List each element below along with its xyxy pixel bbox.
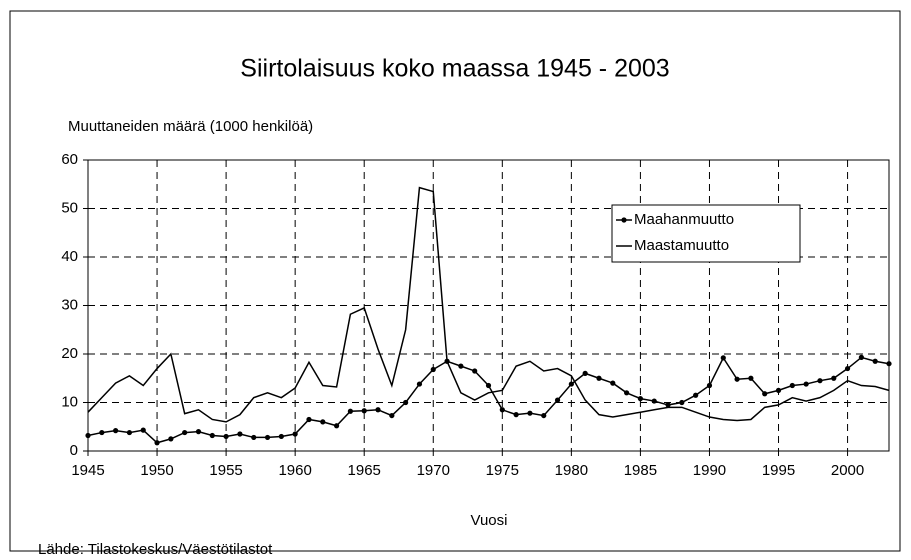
data-point bbox=[472, 368, 478, 374]
data-point bbox=[361, 408, 367, 414]
data-point bbox=[251, 434, 257, 441]
data-point bbox=[347, 408, 353, 414]
data-point bbox=[789, 382, 795, 389]
data-point bbox=[182, 429, 188, 436]
data-point bbox=[679, 399, 685, 406]
data-point bbox=[375, 407, 381, 413]
data-point bbox=[306, 416, 312, 423]
data-point bbox=[389, 412, 395, 419]
data-point bbox=[734, 376, 740, 382]
y-tick-label: 0 bbox=[70, 442, 78, 459]
data-point bbox=[292, 431, 298, 437]
frame bbox=[9, 10, 901, 552]
data-point bbox=[803, 381, 809, 387]
x-tick-label: 1955 bbox=[209, 462, 242, 479]
data-point bbox=[513, 412, 519, 418]
data-point bbox=[416, 381, 423, 387]
y-tick-label: 50 bbox=[61, 199, 78, 216]
x-tick-label: 1970 bbox=[417, 462, 450, 479]
data-point bbox=[195, 429, 202, 435]
data-point bbox=[844, 365, 851, 372]
data-point bbox=[278, 433, 284, 440]
data-point bbox=[610, 380, 616, 386]
data-point bbox=[154, 440, 160, 446]
data-point bbox=[858, 354, 864, 360]
data-point bbox=[499, 407, 505, 413]
data-point bbox=[237, 431, 243, 437]
data-point bbox=[554, 397, 561, 403]
y-tick-label: 60 bbox=[61, 151, 78, 168]
data-point bbox=[596, 375, 602, 381]
y-tick-label: 10 bbox=[61, 393, 78, 410]
data-point bbox=[403, 399, 409, 406]
series-line bbox=[87, 186, 890, 423]
data-point bbox=[665, 402, 671, 408]
data-point bbox=[320, 419, 326, 425]
x-tick-label: 1995 bbox=[762, 462, 795, 479]
data-point bbox=[458, 363, 464, 369]
legend-label: Maastamuutto bbox=[634, 237, 729, 254]
data-point bbox=[582, 370, 588, 376]
source: Lähde: Tilastokeskus/Väestötilastot bbox=[38, 541, 273, 558]
data-point bbox=[886, 361, 892, 367]
data-point bbox=[527, 410, 533, 416]
data-point bbox=[568, 381, 574, 387]
data-point bbox=[264, 434, 271, 441]
legend-marker bbox=[621, 217, 627, 223]
data-point bbox=[706, 382, 713, 389]
y-tick-label: 30 bbox=[61, 296, 78, 313]
chart-title: Siirtolaisuus koko maassa 1945 - 2003 bbox=[240, 55, 669, 83]
data-point bbox=[762, 391, 768, 397]
x-tick-label: 1950 bbox=[140, 462, 173, 479]
data-point bbox=[85, 432, 91, 439]
data-point bbox=[126, 429, 133, 436]
data-point bbox=[637, 396, 644, 402]
data-point bbox=[817, 378, 823, 384]
x-tick-label: 1985 bbox=[624, 462, 657, 479]
y-tick-label: 20 bbox=[61, 345, 78, 362]
data-point bbox=[430, 366, 436, 373]
data-point bbox=[485, 382, 492, 389]
data-point bbox=[333, 423, 340, 429]
data-point bbox=[541, 412, 547, 419]
x-axis-label: Vuosi bbox=[471, 512, 508, 529]
x-tick-label: 1990 bbox=[693, 462, 726, 479]
x-tick-label: 1965 bbox=[348, 462, 381, 479]
plot-border bbox=[87, 159, 890, 452]
legend-box bbox=[611, 204, 801, 263]
x-tick-label: 2000 bbox=[831, 462, 864, 479]
x-tick-label: 1960 bbox=[278, 462, 311, 479]
data-point bbox=[831, 375, 837, 381]
data-point bbox=[748, 375, 754, 381]
legend-label: Maahanmuutto bbox=[634, 211, 734, 228]
data-point bbox=[209, 432, 215, 439]
data-point bbox=[624, 390, 630, 396]
y-axis-label: Muuttaneiden määrä (1000 henkilöä) bbox=[68, 118, 313, 135]
series-line bbox=[87, 356, 890, 444]
data-point bbox=[872, 358, 878, 364]
data-point bbox=[651, 398, 657, 404]
data-point bbox=[720, 355, 726, 361]
data-point bbox=[223, 433, 229, 440]
data-point bbox=[140, 427, 146, 433]
data-point bbox=[168, 436, 174, 442]
x-tick-label: 1975 bbox=[486, 462, 519, 479]
data-point bbox=[775, 387, 782, 393]
x-tick-label: 1980 bbox=[555, 462, 588, 479]
data-point bbox=[113, 428, 119, 434]
x-tick-label: 1945 bbox=[71, 462, 104, 479]
data-point bbox=[99, 429, 105, 436]
y-tick-label: 40 bbox=[61, 248, 78, 265]
data-point bbox=[693, 392, 699, 398]
